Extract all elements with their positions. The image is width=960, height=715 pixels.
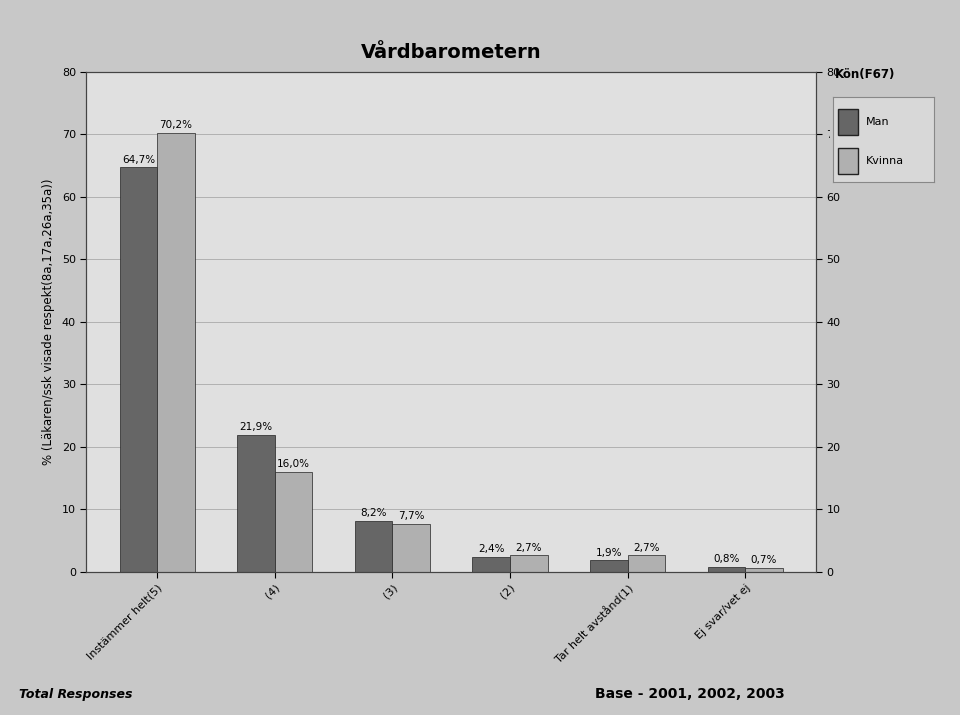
Text: Kön(F67): Kön(F67) — [835, 68, 896, 81]
Bar — [237, 435, 275, 572]
Text: 2,7%: 2,7% — [516, 543, 542, 553]
Bar — [628, 555, 665, 572]
Text: 2,7%: 2,7% — [634, 543, 660, 553]
Text: Man: Man — [866, 117, 889, 127]
Bar — [590, 560, 628, 572]
Text: Total Responses: Total Responses — [19, 688, 132, 701]
Bar — [745, 568, 782, 572]
Text: 1,9%: 1,9% — [595, 548, 622, 558]
FancyBboxPatch shape — [838, 109, 858, 135]
Title: Vårdbarometern: Vårdbarometern — [361, 43, 541, 61]
Text: 16,0%: 16,0% — [277, 460, 310, 470]
Text: 0,7%: 0,7% — [751, 555, 778, 565]
Text: 21,9%: 21,9% — [239, 423, 273, 433]
Text: 70,2%: 70,2% — [159, 120, 193, 130]
Bar — [355, 521, 393, 572]
Bar — [708, 567, 745, 572]
Text: 2,4%: 2,4% — [478, 545, 504, 555]
Bar — [275, 472, 312, 572]
FancyBboxPatch shape — [838, 148, 858, 174]
Bar — [472, 557, 510, 572]
Bar — [120, 167, 157, 572]
Text: 64,7%: 64,7% — [122, 154, 155, 164]
Text: Base - 2001, 2002, 2003: Base - 2001, 2002, 2003 — [595, 686, 785, 701]
Bar — [393, 524, 430, 572]
Text: Kvinna: Kvinna — [866, 156, 903, 166]
Text: 8,2%: 8,2% — [360, 508, 387, 518]
Y-axis label: % (Läkaren/ssk visade respekt(8a,17a,26a,35a)): % (Läkaren/ssk visade respekt(8a,17a,26a… — [42, 179, 55, 465]
Bar — [510, 555, 547, 572]
Text: 7,7%: 7,7% — [398, 511, 424, 521]
Text: 0,8%: 0,8% — [713, 555, 739, 565]
Bar — [157, 133, 195, 572]
